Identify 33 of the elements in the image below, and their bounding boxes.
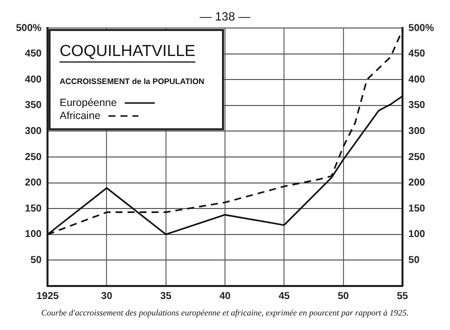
y2-tick-label: 500% xyxy=(408,22,434,34)
legend-label: Européenne xyxy=(60,97,117,109)
y2-tick-label: 450 xyxy=(408,48,426,60)
y-tick-label: 50 xyxy=(30,254,42,266)
y-tick-label: 250 xyxy=(24,152,42,163)
x-tick-label: 35 xyxy=(160,290,172,302)
text: COQUILHATVILLE xyxy=(60,43,196,60)
x-tick-label: 1925 xyxy=(36,290,60,302)
y2-tick-label: 200 xyxy=(408,178,426,189)
x-tick-label: 55 xyxy=(396,290,408,302)
legend-label: Africaine xyxy=(60,110,101,122)
y2-tick-label: 150 xyxy=(408,203,426,214)
y-tick-label: 200 xyxy=(24,178,42,189)
y-tick-label: 100 xyxy=(24,229,42,240)
y-tick-label: 400 xyxy=(24,74,42,86)
y-tick-label: 450 xyxy=(24,48,42,60)
y-tick-label: 150 xyxy=(24,203,42,214)
y-tick-label: 300 xyxy=(24,126,42,137)
x-tick-label: 30 xyxy=(101,290,113,302)
y2-tick-label: 100 xyxy=(408,229,426,240)
text: ACCROISSEMENT de la POPULATION xyxy=(60,77,205,86)
y2-tick-label: 350 xyxy=(408,100,426,112)
y2-tick-label: 300 xyxy=(408,126,426,137)
y2-tick-label: 50 xyxy=(408,254,420,266)
y-tick-label: 500% xyxy=(16,22,42,34)
x-tick-label: 50 xyxy=(338,290,350,302)
text: Courbe d'accroissement des populations européenne et africaine, exprimée en pourcent par rapport à 1925. xyxy=(41,307,409,318)
text: — 138 — xyxy=(200,9,250,24)
y2-tick-label: 250 xyxy=(408,152,426,163)
y-tick-label: 350 xyxy=(24,100,42,112)
y2-tick-label: 400 xyxy=(408,74,426,86)
x-tick-label: 45 xyxy=(278,290,290,302)
x-tick-label: 40 xyxy=(219,290,231,302)
